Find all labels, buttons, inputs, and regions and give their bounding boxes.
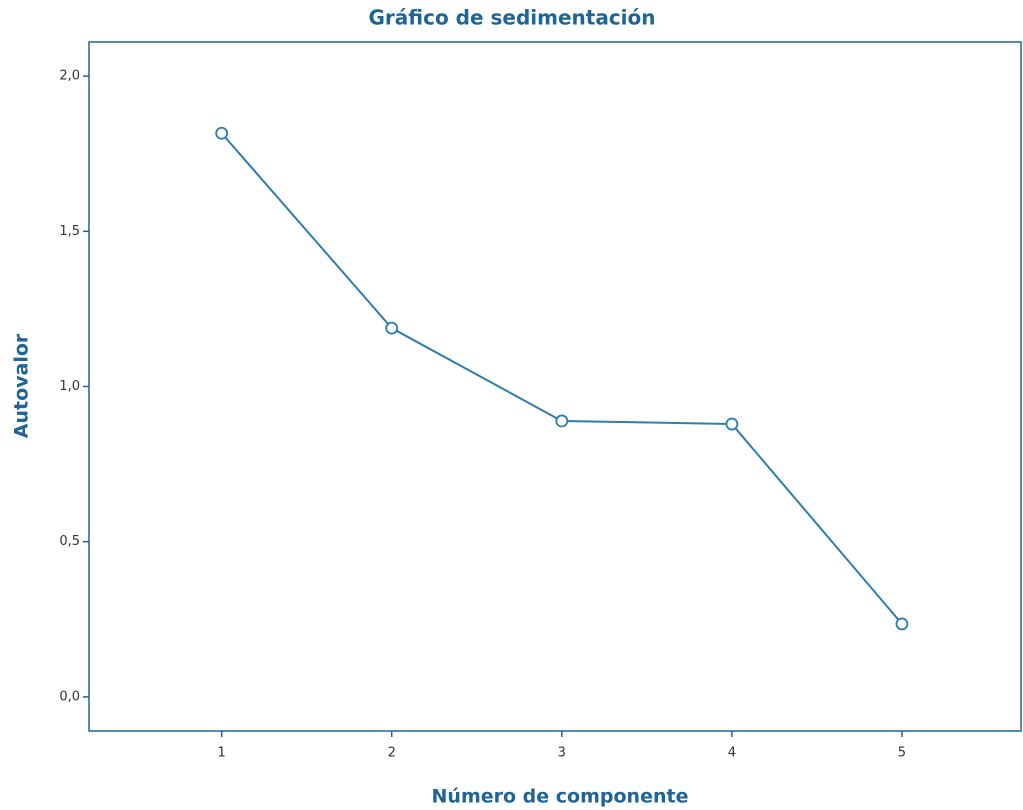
- point: [555, 414, 569, 428]
- x-tick-label: 5: [898, 746, 906, 761]
- x-tick-label: 3: [558, 746, 566, 761]
- point: [385, 321, 399, 335]
- y-axis-label: Autovalor: [11, 333, 33, 438]
- x-tick-label: 2: [388, 746, 396, 761]
- x-axis-label: Número de componente: [432, 786, 689, 808]
- x-tick-label: 1: [218, 746, 226, 761]
- y-tick-label: 0,5: [59, 534, 80, 549]
- y-tick-label: 0,0: [59, 689, 80, 704]
- chart-title: Gráfico de sedimentación: [368, 6, 655, 30]
- y-tick-label: 2,0: [59, 69, 80, 84]
- point: [215, 126, 229, 140]
- y-tick-label: 1,5: [59, 224, 80, 239]
- point: [895, 617, 909, 631]
- y-tick-label: 1,0: [59, 379, 80, 394]
- series-line: [220, 132, 903, 625]
- x-tick-label: 4: [728, 746, 736, 761]
- plot-frame: [88, 41, 1022, 732]
- point: [725, 417, 739, 431]
